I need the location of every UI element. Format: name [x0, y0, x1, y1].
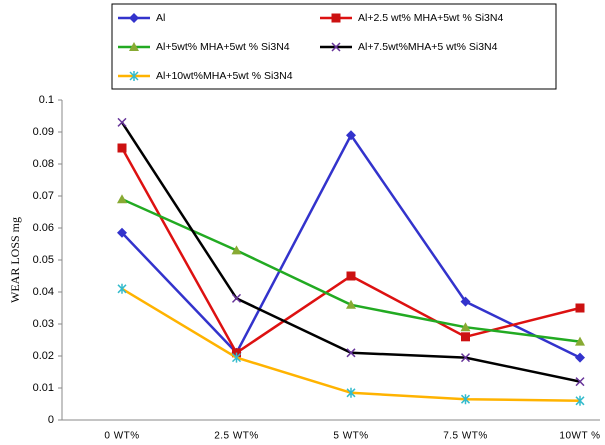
x-tick-label: 0 WT% [104, 431, 139, 442]
marker [460, 353, 471, 363]
marker [129, 42, 139, 51]
marker [231, 293, 242, 303]
legend-label: Al+2.5 wt% MHA+5wt % Si3N4 [358, 12, 503, 24]
marker [575, 303, 585, 313]
marker [129, 71, 139, 81]
marker [575, 352, 585, 363]
y-tick-label: 0.03 [33, 318, 54, 330]
marker [129, 13, 139, 23]
marker [117, 194, 127, 204]
legend-label: Al+5wt% MHA+5wt % Si3N4 [156, 41, 290, 53]
y-tick-label: 0.06 [33, 222, 54, 234]
marker [575, 395, 585, 406]
x-tick-label: 5 WT% [333, 431, 368, 442]
legend-label: Al [156, 12, 165, 24]
marker [460, 394, 471, 405]
y-axis-label: WEAR LOSS mg [8, 217, 22, 303]
marker [575, 377, 585, 387]
y-tick-label: 0.1 [39, 94, 54, 106]
series-line [120, 147, 581, 355]
marker [331, 13, 341, 23]
marker [346, 130, 356, 141]
marker [461, 332, 470, 342]
y-tick-label: 0.02 [33, 350, 54, 362]
legend-label: Al+10wt%MHA+5wt % Si3N4 [156, 70, 293, 82]
x-tick-label: 2.5 WT% [214, 431, 259, 442]
marker [331, 42, 341, 52]
marker [346, 348, 356, 358]
marker [346, 387, 356, 398]
marker [117, 143, 127, 153]
marker [346, 299, 356, 309]
y-tick-label: 0.07 [33, 190, 54, 202]
y-tick-label: 0.09 [33, 126, 54, 138]
marker [231, 352, 242, 363]
legend-label: Al+7.5wt%MHA+5 wt% Si3N4 [358, 41, 498, 53]
x-tick-label: 7.5 WT% [443, 431, 488, 442]
series-line [120, 121, 581, 383]
y-tick-label: 0.04 [33, 286, 54, 298]
marker [460, 296, 471, 307]
marker [117, 283, 127, 294]
y-tick-label: 0.01 [33, 382, 54, 394]
marker [575, 336, 585, 346]
marker [460, 322, 471, 332]
marker [117, 227, 127, 238]
marker [231, 245, 242, 255]
x-tick-label: 10WT % [559, 431, 600, 442]
marker [117, 117, 127, 127]
y-tick-label: 0 [48, 414, 54, 426]
marker [346, 271, 356, 281]
y-tick-label: 0.08 [33, 158, 54, 170]
y-tick-label: 0.05 [33, 254, 54, 266]
